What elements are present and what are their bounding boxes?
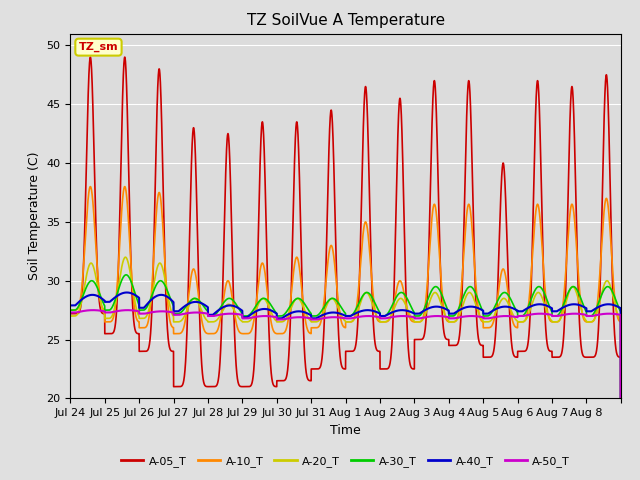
A-50_T [124, 307, 131, 313]
A-40_T [497, 304, 504, 310]
A-40_T [67, 302, 74, 308]
A-30_T [396, 290, 403, 296]
A-40_T [123, 289, 131, 295]
A-40_T [180, 303, 188, 309]
A-20_T [122, 254, 129, 260]
A-05_T [366, 216, 374, 221]
Text: TZ_sm: TZ_sm [79, 42, 118, 52]
X-axis label: Time: Time [330, 424, 361, 437]
A-20_T [366, 295, 374, 300]
Title: TZ SoilVue A Temperature: TZ SoilVue A Temperature [246, 13, 445, 28]
A-50_T [524, 312, 531, 318]
A-10_T [67, 307, 74, 313]
Legend: A-05_T, A-10_T, A-20_T, A-30_T, A-40_T, A-50_T: A-05_T, A-10_T, A-20_T, A-30_T, A-40_T, … [116, 451, 575, 471]
A-50_T [396, 313, 403, 319]
A-50_T [180, 311, 188, 317]
A-20_T [396, 296, 403, 301]
A-05_T [180, 371, 188, 377]
A-50_T [538, 311, 546, 317]
A-30_T [67, 307, 74, 313]
Y-axis label: Soil Temperature (C): Soil Temperature (C) [28, 152, 41, 280]
Line: A-20_T: A-20_T [70, 257, 621, 480]
Line: A-30_T: A-30_T [70, 275, 621, 480]
A-50_T [497, 313, 504, 319]
A-10_T [396, 278, 403, 284]
A-30_T [524, 305, 531, 311]
A-30_T [122, 272, 130, 278]
A-10_T [366, 254, 374, 260]
A-20_T [497, 299, 504, 304]
A-30_T [538, 286, 546, 291]
A-10_T [86, 184, 94, 190]
A-05_T [538, 204, 546, 210]
A-05_T [396, 97, 403, 103]
Line: A-10_T: A-10_T [70, 187, 621, 480]
A-20_T [67, 313, 74, 319]
Line: A-05_T: A-05_T [70, 57, 621, 480]
A-40_T [538, 301, 546, 307]
A-30_T [366, 291, 374, 297]
A-05_T [524, 343, 531, 348]
A-30_T [180, 305, 188, 311]
A-40_T [396, 307, 403, 313]
A-20_T [180, 313, 188, 319]
A-10_T [497, 274, 504, 279]
A-10_T [180, 321, 188, 327]
A-50_T [67, 310, 74, 315]
A-05_T [497, 198, 504, 204]
Line: A-50_T: A-50_T [70, 310, 621, 480]
A-05_T [86, 54, 94, 60]
A-40_T [524, 305, 531, 311]
A-20_T [538, 294, 546, 300]
Line: A-40_T: A-40_T [70, 292, 621, 480]
A-30_T [497, 292, 504, 298]
A-40_T [366, 307, 374, 313]
A-20_T [524, 314, 531, 320]
A-10_T [538, 240, 546, 245]
A-05_T [67, 311, 74, 316]
A-50_T [366, 313, 374, 319]
A-10_T [524, 309, 531, 314]
